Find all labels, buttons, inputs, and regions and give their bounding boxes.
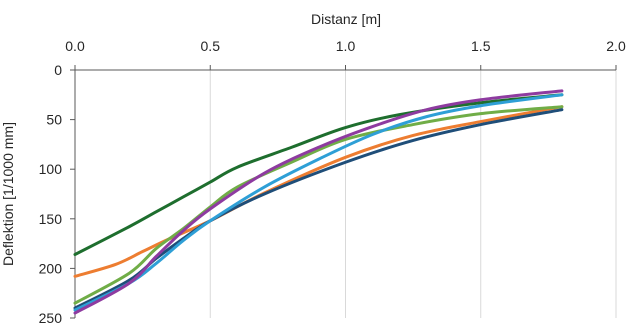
x-tick-label: 1.0 [336, 38, 356, 54]
x-axis-title: Distanz [m] [311, 11, 381, 27]
x-tick-label: 2.0 [606, 38, 626, 54]
y-axis-title: Deflektion [1/1000 mm] [0, 122, 16, 266]
x-axis-ticks: 0.0 0.5 1.0 1.5 2.0 [65, 38, 626, 70]
gridlines [74, 70, 617, 318]
series-group [73, 89, 564, 315]
y-tick-label: 250 [39, 310, 63, 326]
x-tick-label: 0.0 [65, 38, 85, 54]
series-line-1 [73, 93, 564, 257]
y-tick-label: 100 [39, 161, 63, 177]
series-line-3 [73, 105, 564, 305]
y-tick-label: 0 [54, 62, 62, 78]
series-line-5 [73, 93, 564, 312]
x-tick-label: 0.5 [201, 38, 221, 54]
y-tick-label: 150 [39, 211, 63, 227]
y-tick-label: 50 [46, 112, 62, 128]
series-line-4 [73, 108, 564, 310]
series-line-2 [73, 105, 564, 278]
series-line-6 [73, 89, 564, 315]
y-tick-label: 200 [39, 260, 63, 276]
y-axis-ticks: 0 50 100 150 200 250 [39, 62, 75, 326]
x-tick-label: 1.5 [471, 38, 491, 54]
